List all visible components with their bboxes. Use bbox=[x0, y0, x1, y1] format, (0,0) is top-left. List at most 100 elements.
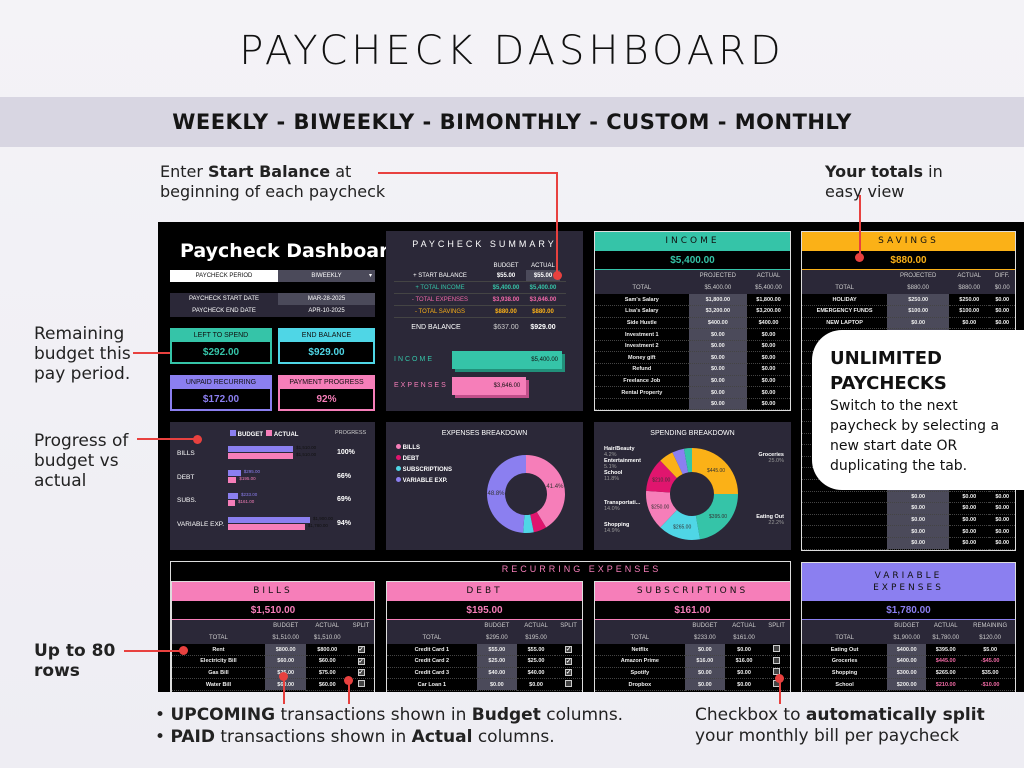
cell[interactable]: $0.00 bbox=[516, 678, 556, 691]
cell[interactable]: $0.00 bbox=[724, 644, 764, 657]
split-checkbox[interactable]: ✓ bbox=[555, 655, 582, 668]
cell[interactable]: $100.00 bbox=[887, 305, 950, 318]
cell[interactable]: $0.00 bbox=[688, 328, 748, 341]
split-checkbox[interactable]: ✓ bbox=[348, 644, 374, 657]
cell[interactable]: $300.00 bbox=[887, 667, 927, 680]
cell[interactable]: $0.00 bbox=[887, 317, 950, 330]
cell[interactable]: $3,200.00 bbox=[747, 305, 790, 318]
cell[interactable]: $0.00 bbox=[989, 317, 1015, 330]
cell[interactable]: $400.00 bbox=[688, 317, 748, 330]
cell[interactable]: $0.00 bbox=[688, 351, 748, 365]
cell[interactable]: $25.00 bbox=[476, 655, 517, 668]
cell[interactable]: $60.00 bbox=[264, 655, 307, 668]
cell[interactable]: $0.00 bbox=[747, 375, 790, 388]
cell[interactable]: $400.00 bbox=[887, 644, 927, 657]
cell[interactable]: $0.00 bbox=[724, 667, 764, 680]
cell[interactable]: $0.00 bbox=[887, 525, 950, 538]
cell[interactable]: $800.00 bbox=[306, 644, 348, 657]
split-checkbox[interactable] bbox=[763, 644, 790, 657]
checkbox-checked-icon[interactable]: ✓ bbox=[565, 657, 573, 665]
cell[interactable]: $0.00 bbox=[688, 386, 748, 399]
checkbox-checked-icon[interactable]: ✓ bbox=[565, 669, 573, 677]
cell[interactable]: $0.00 bbox=[688, 375, 748, 388]
cell[interactable]: $55.00 bbox=[476, 644, 517, 657]
cell[interactable]: $100.00 bbox=[949, 305, 990, 318]
cell[interactable]: $40.00 bbox=[476, 667, 517, 680]
cell[interactable]: $60.00 bbox=[264, 678, 307, 691]
checkbox-checked-icon[interactable]: ✓ bbox=[357, 657, 365, 665]
checkbox-icon[interactable] bbox=[773, 656, 781, 664]
split-checkbox[interactable]: ✓ bbox=[348, 667, 374, 680]
cell[interactable]: $0.00 bbox=[989, 525, 1015, 538]
cell[interactable]: -$10.00 bbox=[965, 678, 1015, 691]
cell[interactable]: $16.00 bbox=[724, 655, 764, 668]
cell[interactable]: $210.00 bbox=[926, 678, 966, 691]
split-checkbox[interactable] bbox=[763, 655, 790, 668]
checkbox-icon[interactable] bbox=[357, 680, 365, 688]
split-checkbox[interactable]: ✓ bbox=[555, 644, 582, 657]
cell[interactable]: $0.00 bbox=[949, 537, 990, 550]
cell[interactable]: $25.00 bbox=[516, 655, 556, 668]
cell[interactable]: $0.00 bbox=[989, 502, 1015, 515]
cell[interactable]: $0.00 bbox=[989, 305, 1015, 318]
checkbox-checked-icon[interactable]: ✓ bbox=[565, 646, 573, 654]
cell[interactable]: $400.00 bbox=[887, 655, 927, 668]
period-select[interactable]: BIWEEKLY ▾ bbox=[278, 270, 375, 282]
cell[interactable]: $0.00 bbox=[887, 491, 950, 504]
cell[interactable]: $250.00 bbox=[949, 294, 990, 307]
cell[interactable]: $5.00 bbox=[965, 644, 1015, 657]
cell[interactable]: $250.00 bbox=[887, 294, 950, 307]
cell[interactable]: $0.00 bbox=[949, 317, 990, 330]
cell[interactable]: $0.00 bbox=[688, 340, 748, 353]
checkbox-icon[interactable] bbox=[565, 680, 573, 688]
cell[interactable]: $0.00 bbox=[989, 491, 1015, 504]
cell[interactable]: $395.00 bbox=[926, 644, 966, 657]
cell[interactable]: $75.00 bbox=[306, 667, 348, 680]
cell[interactable]: $0.00 bbox=[949, 491, 990, 504]
cell[interactable]: -$45.00 bbox=[965, 655, 1015, 668]
cell[interactable]: $1,800.00 bbox=[747, 294, 790, 307]
cell[interactable]: $0.00 bbox=[747, 328, 790, 341]
cell[interactable]: $0.00 bbox=[747, 386, 790, 399]
split-checkbox[interactable] bbox=[555, 678, 582, 691]
cell[interactable]: $0.00 bbox=[949, 502, 990, 515]
cell[interactable]: $0.00 bbox=[684, 644, 725, 657]
cell[interactable]: $0.00 bbox=[949, 525, 990, 538]
cell[interactable]: $0.00 bbox=[887, 514, 950, 527]
cell[interactable]: $0.00 bbox=[747, 398, 790, 411]
split-checkbox[interactable]: ✓ bbox=[555, 667, 582, 680]
cell[interactable]: $0.00 bbox=[684, 678, 725, 691]
cell[interactable]: $265.00 bbox=[926, 667, 966, 680]
cell[interactable]: $55.00 bbox=[516, 644, 556, 657]
cell[interactable]: $0.00 bbox=[688, 363, 748, 376]
cell[interactable]: $0.00 bbox=[684, 667, 725, 680]
checkbox-checked-icon[interactable]: ✓ bbox=[357, 646, 365, 654]
start-date-input[interactable]: Mar-28-2025 bbox=[278, 293, 375, 305]
cell[interactable]: $40.00 bbox=[516, 667, 556, 680]
cell[interactable]: $0.00 bbox=[724, 678, 764, 691]
cell[interactable]: $0.00 bbox=[887, 537, 950, 550]
checkbox-icon[interactable] bbox=[773, 645, 781, 653]
cell[interactable]: $60.00 bbox=[306, 678, 348, 691]
cell[interactable]: $35.00 bbox=[965, 667, 1015, 680]
cell[interactable]: $0.00 bbox=[476, 678, 517, 691]
cell[interactable]: $16.00 bbox=[684, 655, 725, 668]
actual[interactable]: $55.00 bbox=[526, 270, 560, 281]
cell[interactable]: $3,200.00 bbox=[688, 305, 748, 318]
cell[interactable]: $0.00 bbox=[989, 294, 1015, 307]
cell[interactable]: $0.00 bbox=[747, 340, 790, 353]
cell[interactable]: $0.00 bbox=[949, 514, 990, 527]
cell[interactable]: $0.00 bbox=[989, 514, 1015, 527]
cell[interactable]: $0.00 bbox=[747, 351, 790, 365]
cell[interactable]: $400.00 bbox=[747, 317, 790, 330]
cell[interactable]: $0.00 bbox=[688, 398, 748, 411]
cell[interactable]: $0.00 bbox=[747, 363, 790, 376]
cell[interactable]: $1,800.00 bbox=[688, 294, 748, 307]
split-checkbox[interactable]: ✓ bbox=[348, 655, 374, 668]
cell[interactable]: $60.00 bbox=[306, 655, 348, 668]
cell[interactable]: $800.00 bbox=[264, 644, 307, 657]
checkbox-checked-icon[interactable]: ✓ bbox=[357, 669, 365, 677]
cell[interactable]: $0.00 bbox=[989, 537, 1015, 550]
cell[interactable]: $0.00 bbox=[887, 502, 950, 515]
split-checkbox[interactable] bbox=[348, 678, 374, 691]
